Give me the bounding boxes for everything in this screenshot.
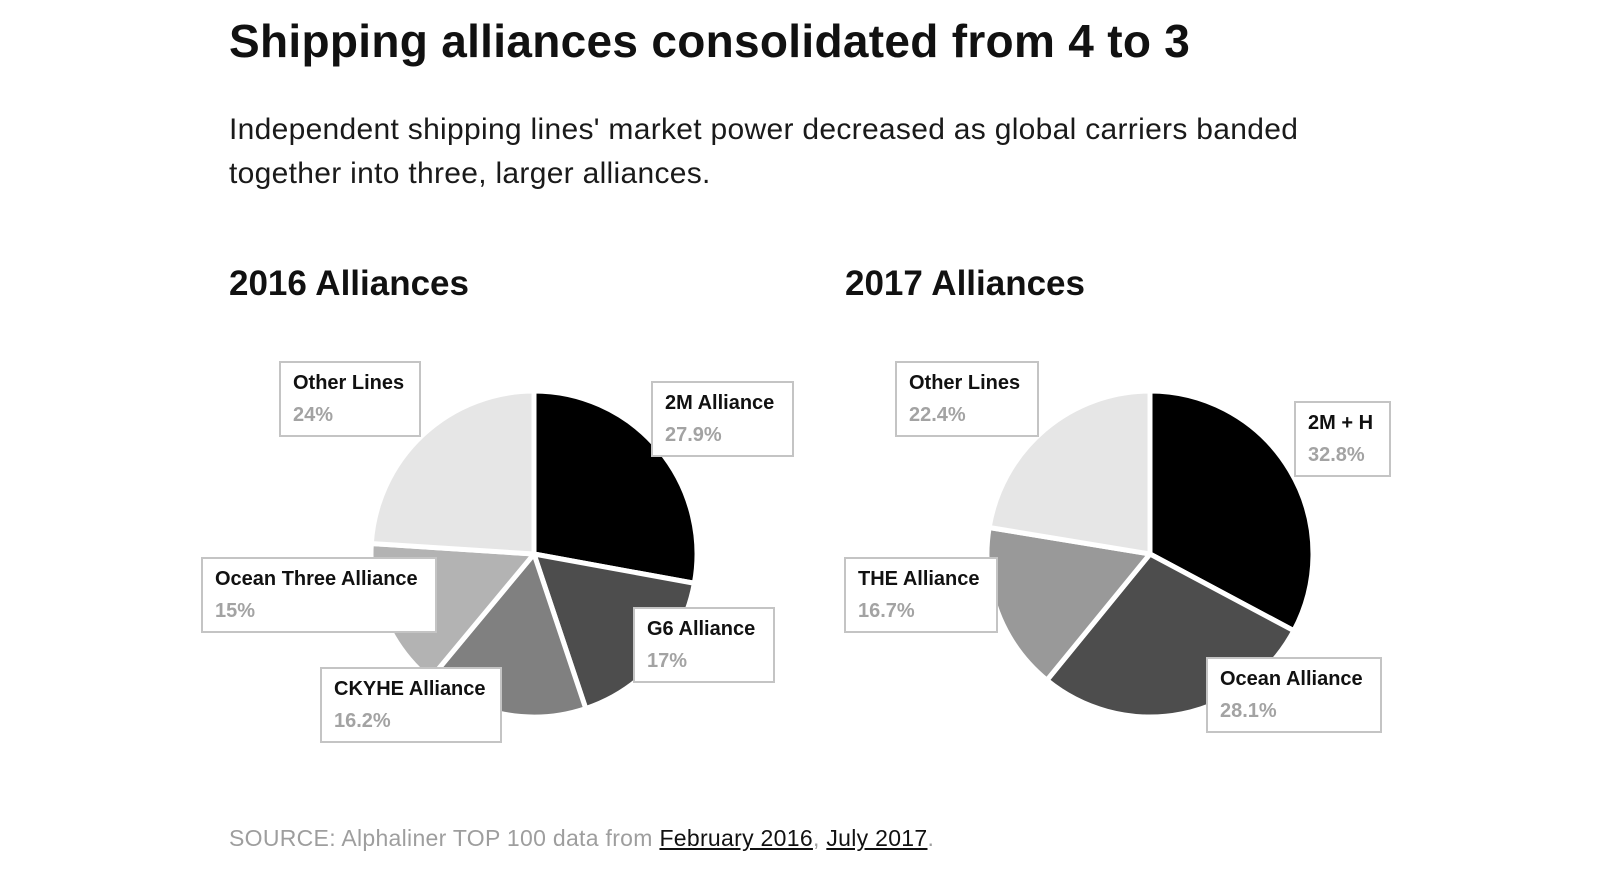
source-link-february-2016[interactable]: February 2016 [659, 825, 813, 851]
slice-label-value: 32.8% [1308, 444, 1365, 466]
slice-label-2016-ckyhe-alliance: CKYHE Alliance 16.2% [320, 667, 502, 743]
slice-label-name: CKYHE Alliance [334, 678, 486, 700]
slice-label-name: 2M + H [1308, 412, 1373, 434]
slice-label-value: 24% [293, 404, 333, 426]
source-link-july-2017[interactable]: July 2017 [826, 825, 928, 851]
slice-label-box [201, 557, 437, 633]
slice-label-value: 15% [215, 600, 255, 622]
chart-title-2016: 2016 Alliances [229, 264, 469, 303]
slice-label-name: Other Lines [293, 372, 404, 394]
slice-label-2017-ocean-alliance: Ocean Alliance 28.1% [1206, 657, 1382, 733]
slice-label-2017-the-alliance: THE Alliance 16.7% [844, 557, 998, 633]
slice-label-name: Ocean Alliance [1220, 668, 1363, 690]
pie-labels-2017: 2M + H 32.8% Ocean Alliance 28.1% THE Allian… [844, 361, 1391, 733]
page-title: Shipping alliances consolidated from 4 t… [229, 15, 1191, 67]
slice-label-value: 27.9% [665, 424, 722, 446]
slice-label-2016-g6-alliance: G6 Alliance 17% [633, 607, 775, 683]
pie-slice-2016-other-lines [368, 388, 537, 557]
slice-label-name: THE Alliance [858, 568, 980, 590]
slice-label-name: Ocean Three Alliance [215, 568, 418, 590]
source-suffix: . [927, 825, 935, 851]
slice-label-box [320, 667, 502, 743]
pie-labels-2016: 2M Alliance 27.9% G6 Alliance 17% CKYHE Alli… [201, 361, 794, 743]
slice-label-name: G6 Alliance [647, 618, 755, 640]
slice-label-2016-ocean-three-alliance: Ocean Three Alliance 15% [201, 557, 437, 633]
slice-label-name: 2M Alliance [665, 392, 774, 414]
slice-label-value: 16.7% [858, 600, 915, 622]
slice-label-name: Other Lines [909, 372, 1020, 394]
slice-label-value: 22.4% [909, 404, 966, 426]
slice-label-2017-2m-h: 2M + H 32.8% [1294, 401, 1391, 477]
page-subtitle: Independent shipping lines' market power… [229, 113, 1299, 190]
source-separator: , [812, 825, 827, 851]
chart-title-2017: 2017 Alliances [845, 264, 1085, 303]
slice-label-box [844, 557, 998, 633]
slice-label-value: 28.1% [1220, 700, 1277, 722]
slice-label-box [633, 607, 775, 683]
slice-label-value: 17% [647, 650, 687, 672]
pie-slice-2017-other-lines [986, 388, 1153, 557]
source-prefix: SOURCE: Alphaliner TOP 100 data from [229, 825, 660, 851]
slice-label-2017-other-lines: Other Lines 22.4% [895, 361, 1039, 437]
slice-label-value: 16.2% [334, 710, 391, 732]
slice-label-box [651, 381, 794, 457]
slice-label-2016-other-lines: Other Lines 24% [279, 361, 421, 437]
source-line: SOURCE: Alphaliner TOP 100 data from Feb… [229, 822, 934, 854]
pie-2016 [368, 388, 700, 720]
slice-label-box [279, 361, 421, 437]
slice-label-box [895, 361, 1039, 437]
slice-label-2016-2m-alliance: 2M Alliance 27.9% [651, 381, 794, 457]
pie-slice-2017-2m-h [1147, 388, 1316, 634]
slice-label-box [1294, 401, 1391, 477]
slice-label-box [1206, 657, 1382, 733]
